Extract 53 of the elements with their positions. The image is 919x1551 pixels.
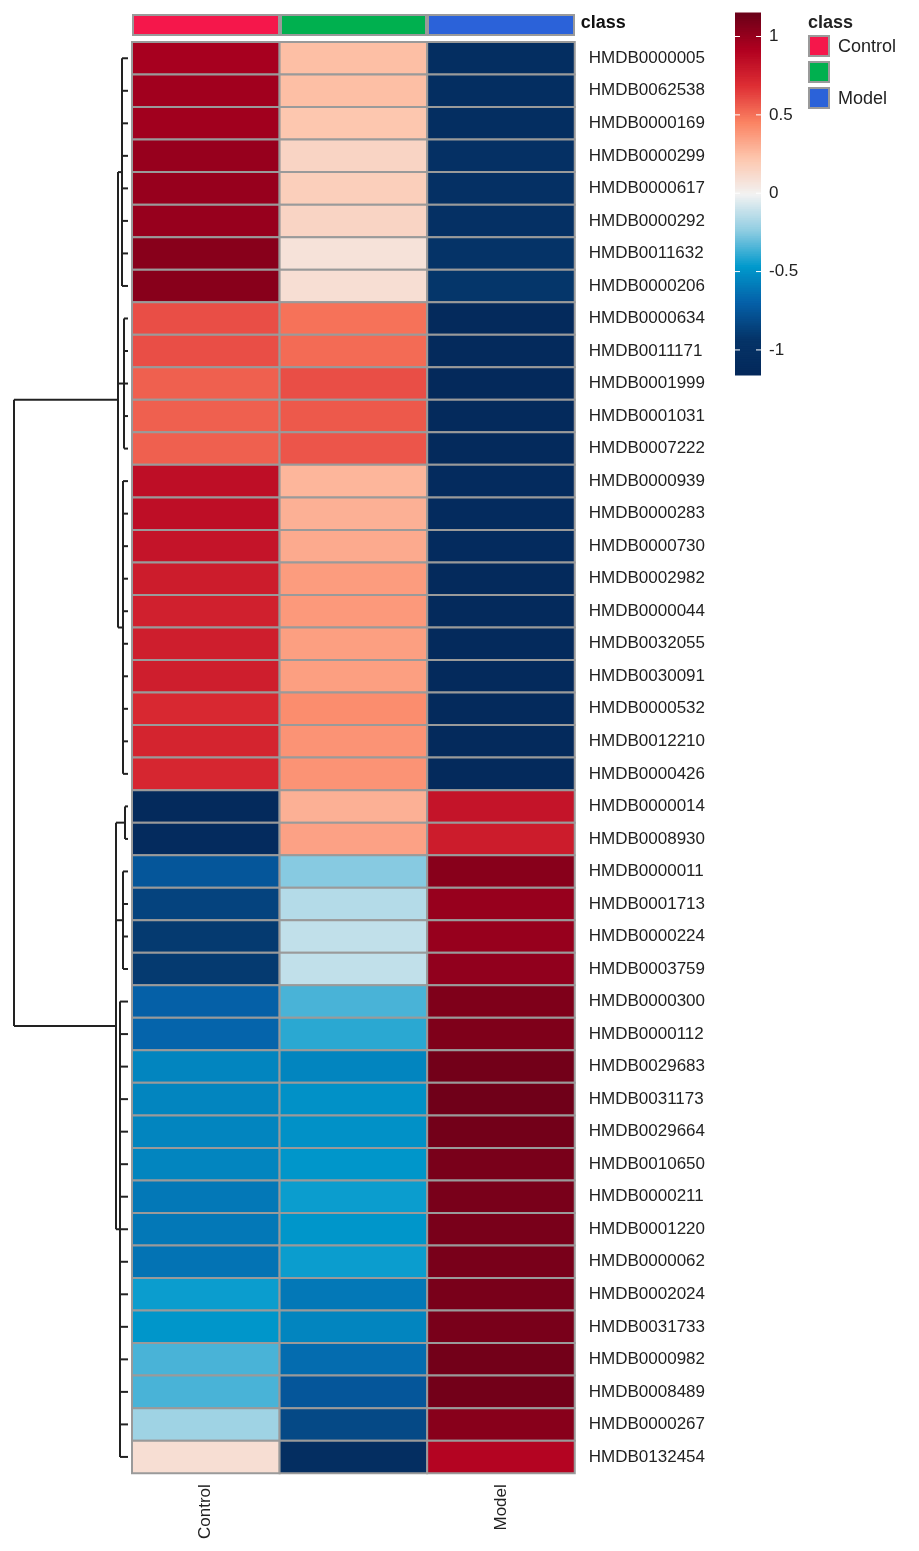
- y-tick-label: HMDB0031173: [588, 1088, 704, 1108]
- y-tick-label: HMDB0031733: [588, 1316, 706, 1336]
- y-tick-label: HMDB0000112: [588, 1023, 704, 1043]
- y-tick-label: HMDB0002982: [588, 568, 706, 588]
- y-tick-label: HMDB0001031: [588, 405, 706, 425]
- color-bar-label: -0.5: [769, 261, 799, 281]
- y-tick-label: HMDB0000634: [588, 308, 706, 328]
- y-tick-label: HMDB0000730: [588, 535, 706, 555]
- y-tick-label: HMDB0000224: [588, 926, 706, 946]
- y-tick-label: HMDB0000005: [588, 47, 706, 67]
- y-tick-label: HMDB0007222: [588, 438, 706, 458]
- y-tick-label: HMDB0000283: [588, 503, 706, 523]
- y-tick-label: HMDB0001713: [588, 893, 706, 913]
- y-tick-label: HMDB0008930: [588, 828, 706, 848]
- y-tick-label: HMDB0011632: [588, 243, 704, 263]
- y-tick-label: HMDB0029683: [588, 1056, 706, 1076]
- text: class: [808, 12, 854, 32]
- y-tick-label: HMDB0000617: [588, 178, 706, 198]
- y-tick-label: HMDB0000532: [588, 698, 706, 718]
- y-tick-label: HMDB0003759: [588, 958, 706, 978]
- y-tick-label: HMDB0000014: [588, 796, 706, 816]
- y-tick-label: HMDB0001220: [588, 1218, 706, 1238]
- y-tick-label: HMDB0002024: [588, 1283, 706, 1303]
- y-tick-label: HMDB0000062: [588, 1251, 706, 1271]
- category-label: Model: [838, 87, 888, 108]
- y-tick-label: HMDB0000292: [588, 210, 706, 230]
- y-tick-label: HMDB0132454: [588, 1446, 706, 1466]
- y-tick-label: HMDB0012210: [588, 731, 706, 751]
- y-tick-label: HMDB0030091: [588, 665, 706, 685]
- y-tick-label: HMDB0011171: [588, 340, 703, 360]
- y-tick-label: HMDB0001999: [588, 373, 706, 393]
- y-tick-label: HMDB0000206: [588, 275, 706, 295]
- y-tick-label: HMDB0010650: [588, 1153, 706, 1173]
- y-tick-label: HMDB0000426: [588, 763, 706, 783]
- y-tick-label: HMDB0029664: [588, 1121, 706, 1141]
- y-tick-label: HMDB0000044: [588, 600, 706, 620]
- y-tick-label: HMDB0008489: [588, 1381, 706, 1401]
- y-tick-label: HMDB0000982: [588, 1349, 706, 1369]
- color-bar-label: 1: [769, 26, 779, 46]
- y-tick-label: HMDB0000011: [588, 861, 704, 881]
- y-tick-label: HMDB0000299: [588, 145, 706, 165]
- y-tick-label: HMDB0000169: [588, 113, 706, 133]
- category-label: Control: [838, 35, 897, 56]
- y-tick-label: HMDB0000267: [588, 1414, 706, 1434]
- color-bar-label: 0.5: [769, 104, 793, 124]
- y-tick-label: HMDB0000939: [588, 470, 706, 490]
- y-tick-label: HMDB0032055: [588, 633, 706, 653]
- y-tick-label: HMDB0000211: [588, 1186, 704, 1206]
- color-bar-label: -1: [769, 339, 785, 359]
- y-tick-label: HMDB0062538: [588, 80, 706, 100]
- legend-title: class: [580, 12, 626, 33]
- color-bar-label: 0: [769, 182, 779, 202]
- y-tick-label: HMDB0000300: [588, 991, 706, 1011]
